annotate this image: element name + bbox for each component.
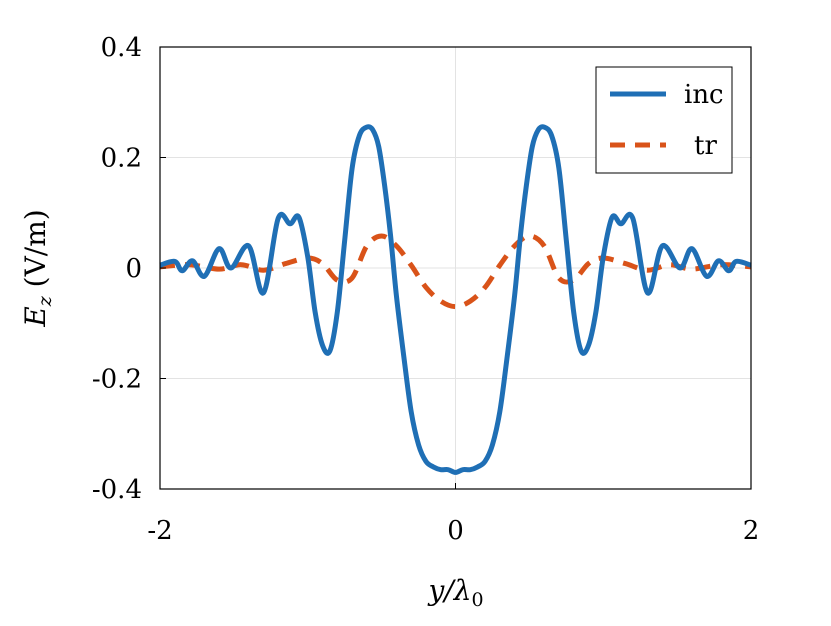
y-axis-label-symbol: E — [19, 306, 52, 327]
x-axis-label: y/λ0 — [426, 574, 483, 611]
y-tick-label: 0.4 — [101, 33, 142, 63]
x-tick-label: 0 — [447, 516, 464, 546]
y-tick-label: 0.2 — [101, 144, 142, 174]
legend: inc tr — [595, 66, 733, 174]
legend-box — [595, 66, 733, 174]
series-group — [159, 124, 752, 475]
legend-label-tr: tr — [694, 131, 717, 161]
y-tick-label: -0.2 — [92, 365, 142, 395]
y-tick-label: 0 — [125, 254, 142, 284]
series-line-tr — [159, 233, 752, 310]
x-tick-label: 2 — [743, 516, 760, 546]
series-line-inc — [159, 124, 752, 475]
y-tick-label: -0.4 — [92, 475, 142, 505]
y-axis-label-subscript: z — [34, 295, 56, 307]
y-axis-label-unit: (V/m) — [19, 209, 52, 296]
x-tick-label: -2 — [147, 516, 172, 546]
legend-label-inc: inc — [684, 80, 724, 110]
y-axis-label: Ez (V/m) — [19, 209, 56, 327]
tick-labels: -2 0 2 -0.4 -0.2 0 0.2 0.4 — [92, 33, 759, 546]
x-axis-label-subscript: 0 — [471, 589, 483, 611]
